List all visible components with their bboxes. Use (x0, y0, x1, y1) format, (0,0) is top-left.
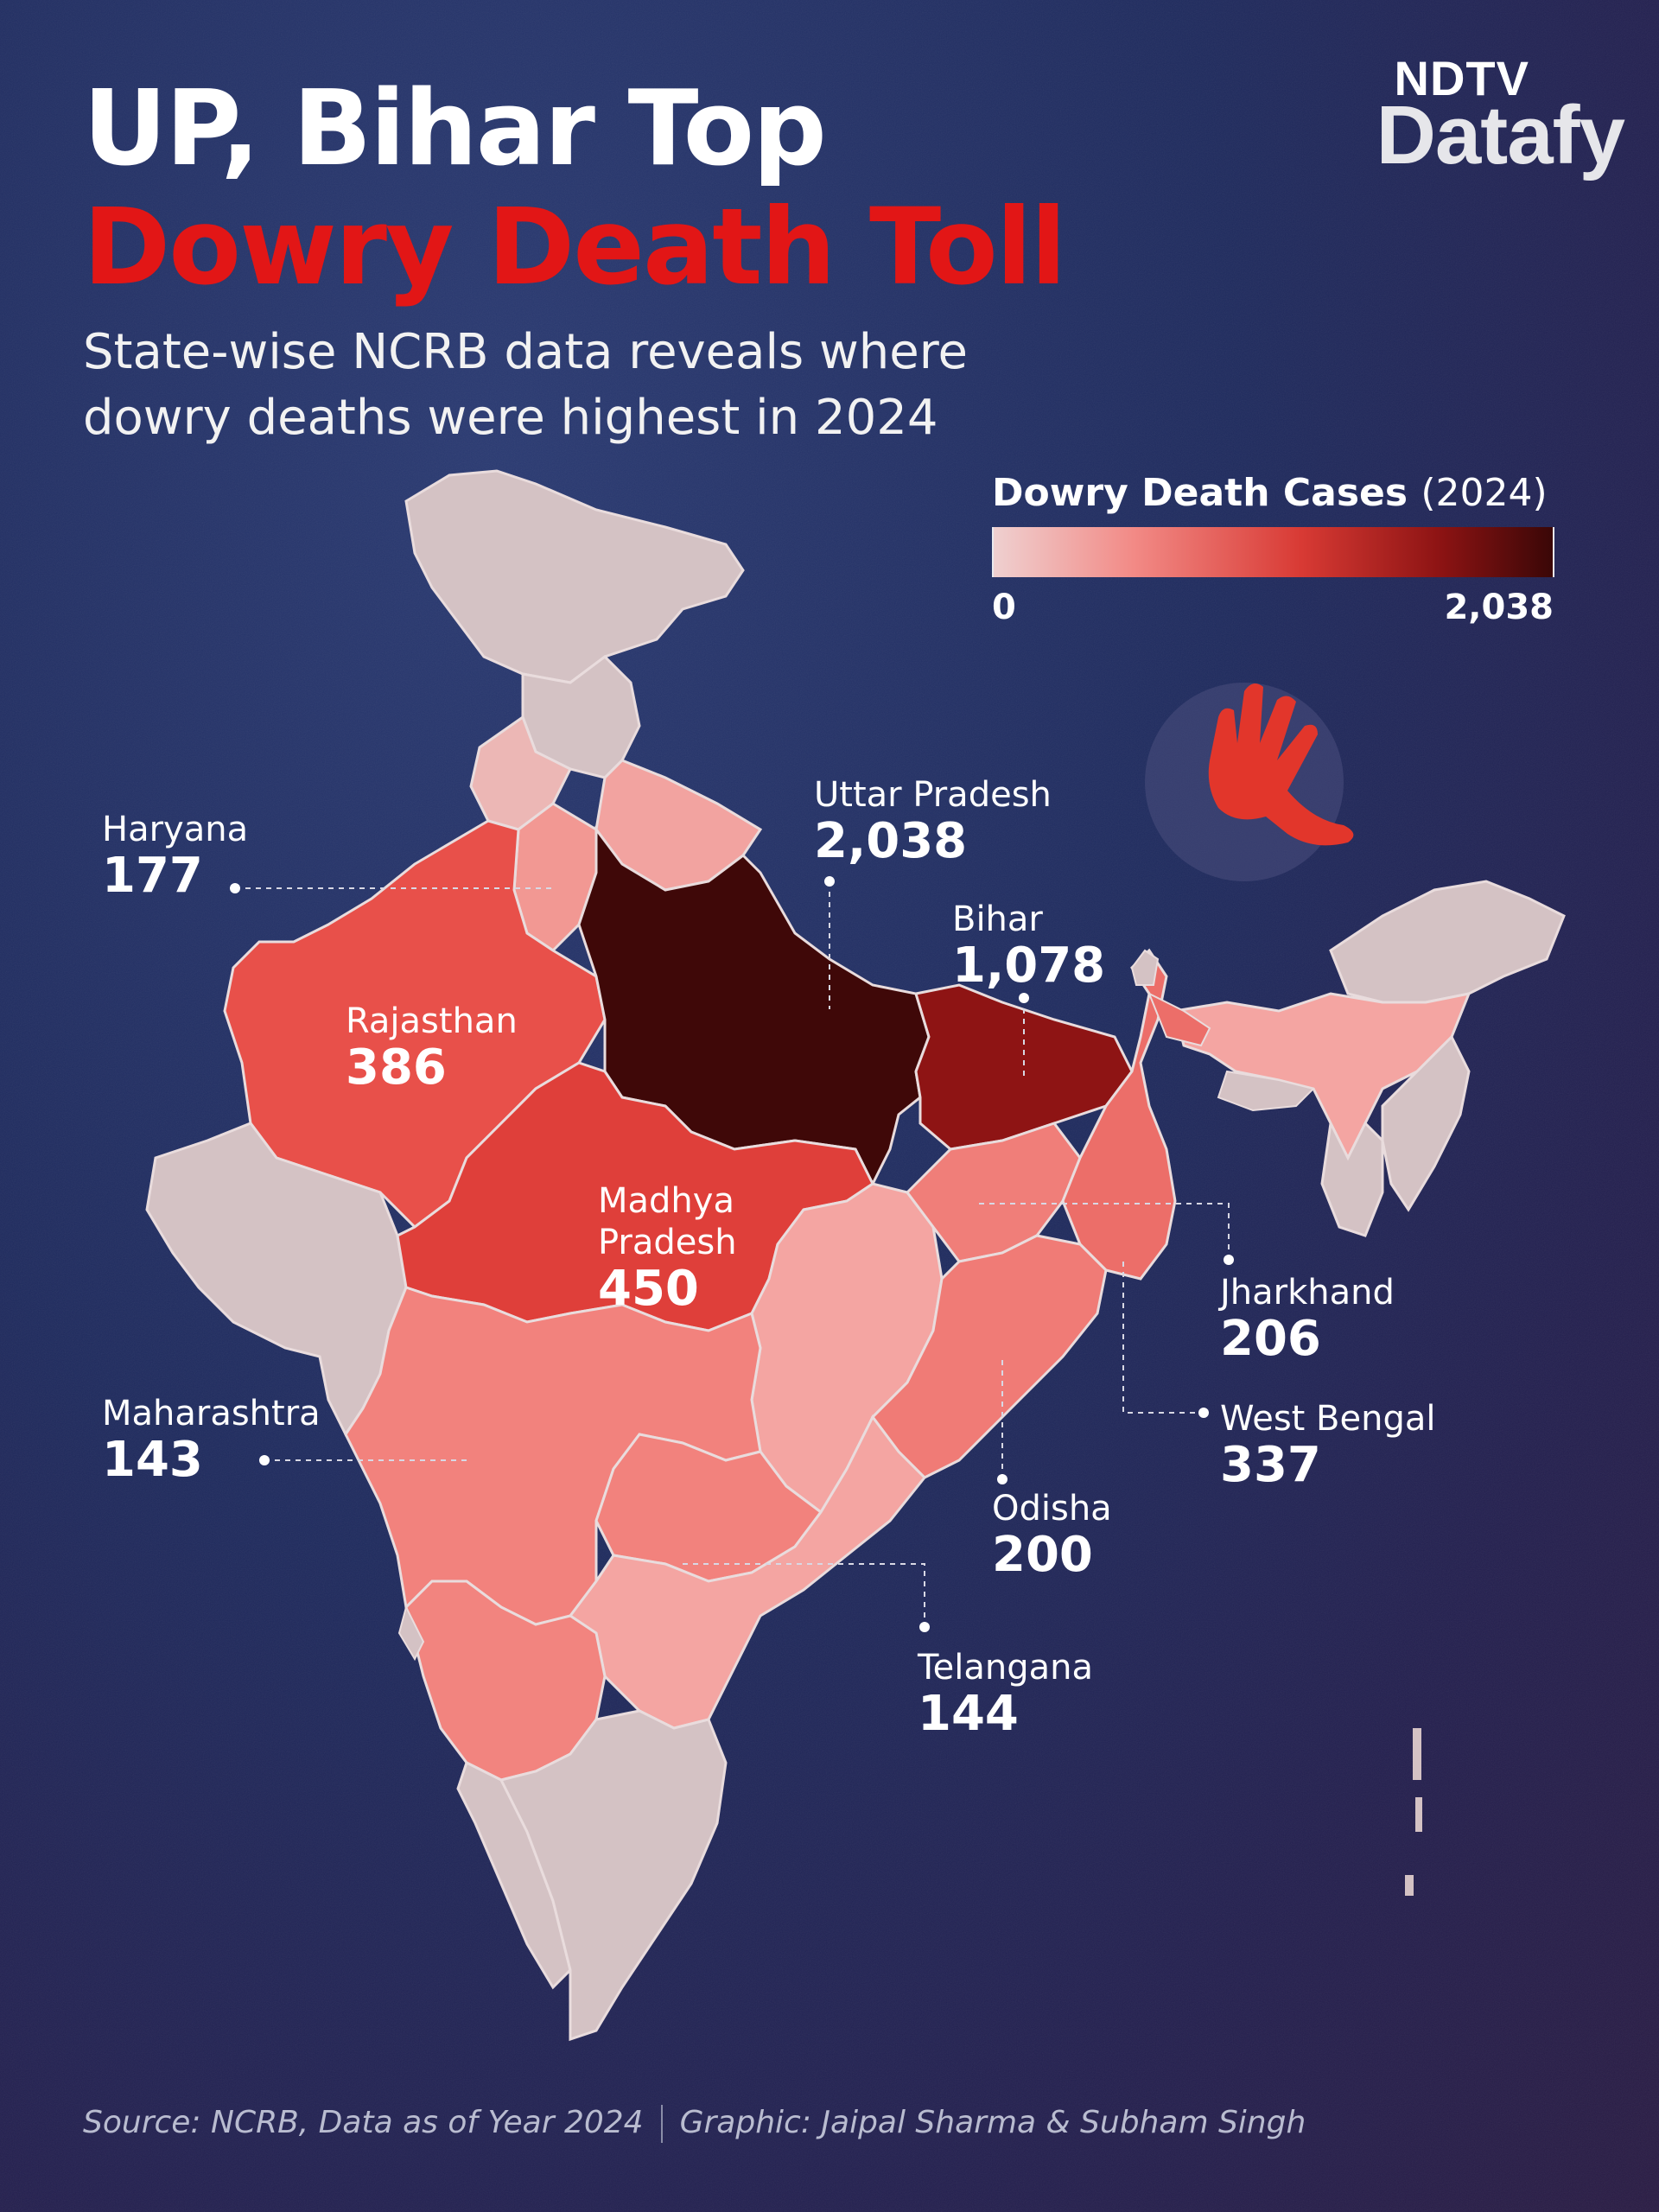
marker-dot-bihar (1019, 993, 1029, 1003)
label-name: Odisha (992, 1489, 1112, 1529)
marker-dot-haryana (230, 883, 240, 893)
label-uttar-pradesh: Uttar Pradesh 2,038 (814, 774, 1052, 868)
label-odisha: Odisha 200 (992, 1488, 1112, 1581)
label-name-line2: Pradesh (598, 1223, 737, 1262)
label-madhya-pradesh: Madhya Pradesh 450 (598, 1180, 737, 1315)
label-west-bengal: West Bengal 337 (1220, 1398, 1435, 1491)
label-maharashtra: Maharashtra 143 (102, 1393, 321, 1486)
label-value: 337 (1220, 1437, 1321, 1493)
marker-dot-maharashtra (259, 1455, 270, 1465)
state-sikkim (1130, 949, 1160, 986)
brand-ndtv: NDTV (1394, 51, 1529, 105)
hand-stop-icon (1145, 683, 1354, 881)
label-value: 177 (102, 848, 203, 904)
marker-dot-odisha (997, 1474, 1007, 1484)
label-value: 143 (102, 1432, 203, 1488)
label-value: 200 (992, 1527, 1093, 1583)
subtitle: State-wise NCRB data reveals where dowry… (83, 324, 968, 446)
leader-line-jharkhand (979, 1203, 1230, 1260)
marker-dot-uttar-pradesh (824, 876, 835, 887)
state-meghalaya (1217, 1070, 1315, 1112)
label-name: West Bengal (1220, 1399, 1436, 1439)
state-assam (1173, 991, 1471, 1161)
label-value: 1,078 (952, 938, 1106, 994)
leader-line-telangana (683, 1563, 925, 1627)
label-telangana: Telangana 144 (918, 1647, 1093, 1740)
label-rajasthan: Rajasthan 386 (346, 1001, 518, 1094)
footer: Source: NCRB, Data as of Year 2024 Graphi… (83, 2105, 1306, 2143)
label-value: 144 (918, 1686, 1019, 1742)
legend-title-text: Dowry Death Cases (992, 471, 1408, 515)
label-name: Uttar Pradesh (814, 775, 1052, 815)
label-value: 206 (1220, 1311, 1321, 1367)
title-line-2: Dowry Death Toll (83, 186, 1066, 308)
legend-title: Dowry Death Cases (2024) (992, 471, 1554, 515)
state-jammu-kashmir (404, 469, 745, 684)
brand-datafy: Datafy (1376, 89, 1625, 181)
state-karnataka (404, 1580, 607, 1782)
label-value: 450 (598, 1261, 699, 1317)
legend-max-label: 2,038 (1444, 588, 1554, 627)
title-line-1: UP, Bihar Top (83, 69, 827, 189)
footer-source: Source: NCRB, Data as of Year 2024 (83, 2105, 644, 2140)
marker-dot-jharkhand (1224, 1255, 1234, 1265)
legend-gradient-bar (992, 527, 1554, 577)
legend-year: (2024) (1421, 471, 1548, 515)
label-haryana: Haryana 177 (102, 809, 248, 902)
label-name: Haryana (102, 810, 249, 849)
state-arunachal-pradesh (1329, 880, 1566, 1004)
state-goa (397, 1605, 425, 1662)
label-name: Rajasthan (346, 1001, 518, 1041)
label-name: Telangana (918, 1648, 1093, 1688)
brand-logo: NDTV Datafy (1296, 50, 1642, 197)
state-nagaland-manipur (1381, 1034, 1471, 1212)
color-legend: Dowry Death Cases (2024) 0 2,038 (992, 471, 1554, 627)
state-tripura-mizoram (1320, 1119, 1384, 1237)
andaman-nicobar-islands (1405, 1728, 1422, 1896)
state-tamil-nadu (499, 1709, 728, 2042)
label-bihar: Bihar 1,078 (952, 899, 1105, 992)
leader-line-west-bengal (1122, 1262, 1204, 1414)
label-name: Bihar (952, 899, 1043, 939)
label-value: 2,038 (814, 813, 968, 869)
label-value: 386 (346, 1039, 447, 1096)
marker-dot-west-bengal (1198, 1408, 1209, 1418)
label-jharkhand: Jharkhand 206 (1220, 1272, 1395, 1365)
label-name: Maharashtra (102, 1394, 321, 1433)
marker-dot-telangana (919, 1622, 930, 1632)
footer-credit: Graphic: Jaipal Sharma & Subham Singh (679, 2105, 1306, 2140)
state-north-bengal-corridor (1147, 991, 1211, 1047)
legend-min-label: 0 (992, 588, 1016, 627)
label-name: Jharkhand (1220, 1273, 1395, 1313)
footer-divider (660, 2105, 663, 2143)
label-name-line1: Madhya (598, 1181, 734, 1221)
